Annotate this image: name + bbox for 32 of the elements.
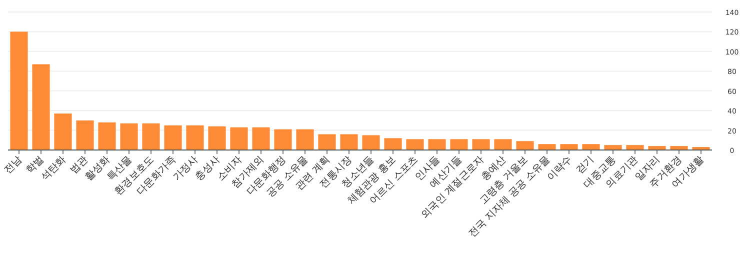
bar: [32, 64, 50, 150]
bar: [98, 122, 116, 150]
bar: [208, 126, 226, 150]
bar: [428, 139, 446, 150]
bar: [76, 120, 94, 150]
bar: [406, 139, 424, 150]
bar: [670, 146, 688, 150]
bar: [472, 139, 490, 150]
bar: [384, 138, 402, 150]
bar: [230, 127, 248, 150]
bar: [164, 125, 182, 150]
bar: [626, 145, 644, 150]
bar: [252, 127, 270, 150]
bar: [142, 123, 160, 150]
bar: [318, 134, 336, 150]
bar: [186, 125, 204, 150]
bar: [604, 145, 622, 150]
bar: [494, 139, 512, 150]
bar: [582, 144, 600, 150]
bar: [10, 32, 28, 150]
x-tick-label: 전남: [2, 154, 24, 176]
bar: [538, 144, 556, 150]
bar: [362, 135, 380, 150]
bar: [648, 146, 666, 150]
bar: [560, 144, 578, 150]
bar: [296, 129, 314, 150]
bar: [54, 114, 72, 150]
bar: [120, 123, 138, 150]
bar: [516, 141, 534, 150]
bar: [274, 129, 292, 150]
bar: [450, 139, 468, 150]
bar: [340, 134, 358, 150]
